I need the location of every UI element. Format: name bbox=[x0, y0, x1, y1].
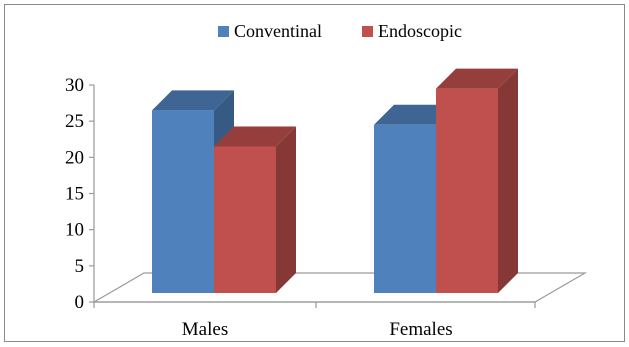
y-tick-label: 5 bbox=[75, 256, 85, 277]
bar-top bbox=[214, 126, 296, 147]
y-tick-label: 25 bbox=[65, 111, 84, 132]
x-tick-label: Males bbox=[182, 319, 228, 340]
bar-top bbox=[374, 104, 456, 125]
bar-front bbox=[214, 146, 276, 293]
bar-side bbox=[498, 68, 518, 293]
bar-front bbox=[436, 88, 498, 293]
bar-front bbox=[152, 110, 214, 293]
legend-label-conventinal: Conventinal bbox=[234, 21, 322, 41]
y-tick-label: 20 bbox=[65, 147, 84, 168]
legend-swatch-endoscopic bbox=[362, 26, 373, 37]
y-tick-label: 0 bbox=[75, 292, 85, 313]
legend-label-endoscopic: Endoscopic bbox=[378, 21, 462, 41]
x-tick-label: Females bbox=[389, 319, 452, 340]
legend-swatch-conventinal bbox=[218, 26, 229, 37]
bar-endoscopic-females bbox=[436, 68, 518, 293]
bar-side bbox=[276, 126, 296, 293]
bar-top bbox=[152, 90, 234, 111]
bar-front bbox=[374, 124, 436, 294]
y-tick-label: 15 bbox=[65, 184, 84, 205]
bar-top bbox=[436, 68, 518, 89]
chart-frame bbox=[4, 4, 625, 342]
y-tick-label: 10 bbox=[65, 220, 84, 241]
bar-endoscopic-males bbox=[214, 126, 296, 293]
y-tick-label: 30 bbox=[65, 75, 84, 96]
